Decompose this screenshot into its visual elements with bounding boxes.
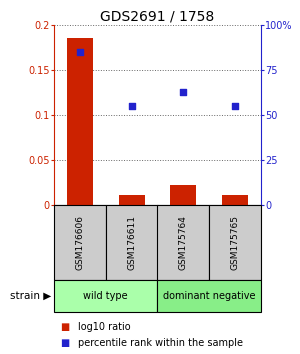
- Text: dominant negative: dominant negative: [163, 291, 256, 301]
- Point: [181, 89, 186, 95]
- Text: ■: ■: [60, 322, 69, 332]
- Bar: [158, 280, 261, 312]
- Title: GDS2691 / 1758: GDS2691 / 1758: [100, 10, 214, 24]
- Text: GSM176606: GSM176606: [75, 215, 84, 270]
- Text: wild type: wild type: [83, 291, 128, 301]
- Text: GSM175764: GSM175764: [179, 215, 188, 270]
- Bar: [119, 195, 145, 205]
- Bar: [67, 38, 93, 205]
- Bar: [170, 185, 196, 205]
- Text: percentile rank within the sample: percentile rank within the sample: [78, 338, 243, 348]
- Text: GSM175765: GSM175765: [231, 215, 240, 270]
- Point: [129, 103, 134, 109]
- Bar: [209, 205, 261, 280]
- Text: log10 ratio: log10 ratio: [78, 322, 130, 332]
- Bar: [158, 205, 209, 280]
- Point: [233, 103, 238, 109]
- Bar: [54, 205, 106, 280]
- Bar: [54, 280, 158, 312]
- Bar: [106, 205, 158, 280]
- Point: [77, 49, 82, 55]
- Text: GSM176611: GSM176611: [127, 215, 136, 270]
- Bar: [222, 195, 248, 205]
- Text: strain ▶: strain ▶: [10, 291, 51, 301]
- Text: ■: ■: [60, 338, 69, 348]
